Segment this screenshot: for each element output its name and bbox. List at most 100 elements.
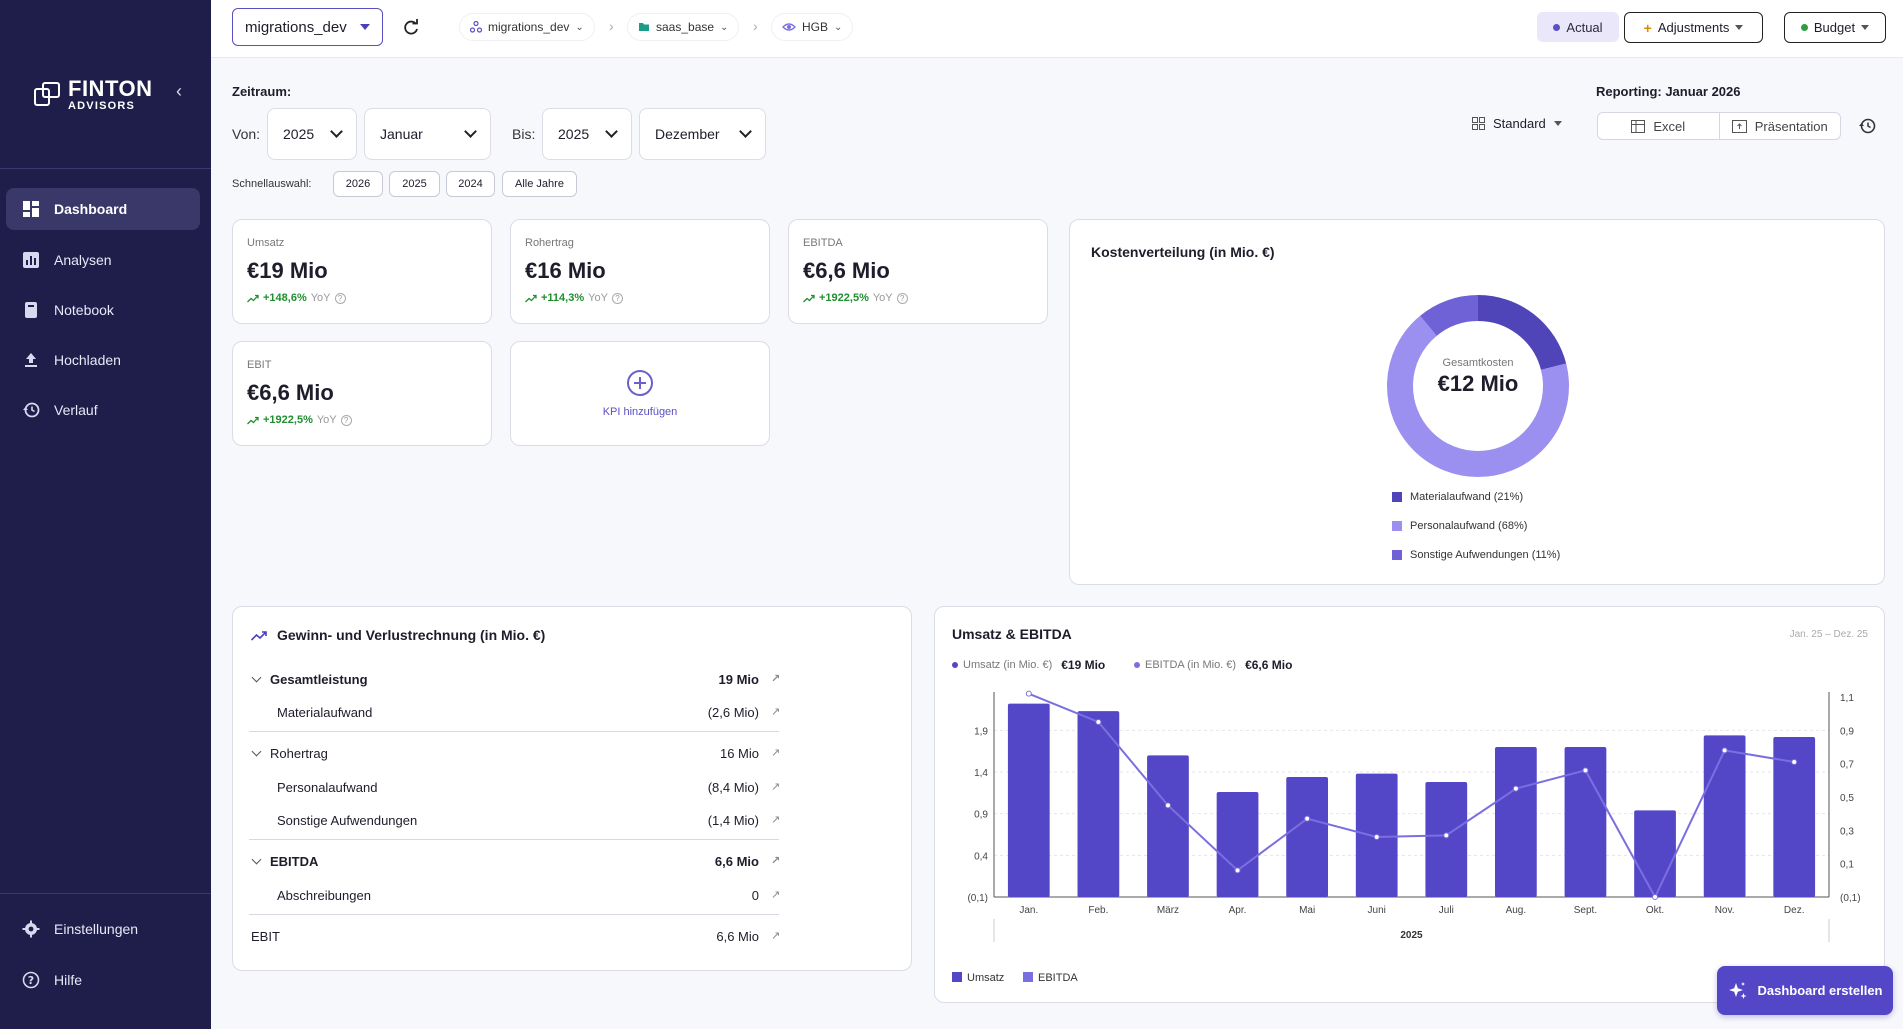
nav-item-hochladen[interactable]: Hochladen bbox=[6, 339, 200, 381]
guv-row-name: EBITDA bbox=[270, 853, 319, 869]
select-value: 2025 bbox=[283, 126, 315, 142]
legend-item: Materialaufwand (21%) bbox=[1392, 491, 1523, 503]
kpi-yoy-label: YoY bbox=[316, 414, 337, 426]
collapse-sidebar-icon[interactable]: ‹ bbox=[176, 81, 182, 101]
refresh-icon[interactable] bbox=[400, 17, 422, 39]
breadcrumb-label: migrations_dev bbox=[488, 20, 570, 34]
actual-toggle[interactable]: Actual bbox=[1537, 12, 1619, 42]
chevron-down-icon[interactable] bbox=[251, 854, 262, 865]
legend-label: Personalaufwand (68%) bbox=[1410, 520, 1528, 532]
trending-up-icon bbox=[251, 630, 267, 641]
quick-chip-2026[interactable]: 2026 bbox=[333, 171, 383, 197]
nav-item-notebook[interactable]: Notebook bbox=[6, 289, 200, 331]
workspace-select[interactable]: migrations_dev bbox=[232, 8, 383, 46]
export-presentation-button[interactable]: Präsentation bbox=[1720, 113, 1841, 139]
donut-chart bbox=[1387, 295, 1569, 477]
arrow-up-right-icon[interactable]: ↗ bbox=[771, 706, 781, 718]
guv-row-personalaufwand[interactable]: Personalaufwand (8,4 Mio) ↗ bbox=[251, 777, 781, 797]
nav-item-verlauf[interactable]: Verlauf bbox=[6, 389, 200, 431]
guv-row-ebitda[interactable]: EBITDA 6,6 Mio ↗ bbox=[251, 851, 781, 871]
quick-chip-2025[interactable]: 2025 bbox=[389, 171, 440, 197]
guv-row-name: Personalaufwand bbox=[277, 779, 378, 795]
chevron-down-icon[interactable] bbox=[251, 672, 262, 683]
point-ebitda bbox=[1164, 802, 1171, 809]
add-kpi-card[interactable]: KPI hinzufügen bbox=[510, 341, 770, 446]
point-ebitda bbox=[1025, 690, 1032, 697]
arrow-up-right-icon[interactable]: ↗ bbox=[771, 930, 781, 942]
logo-icon bbox=[34, 82, 62, 108]
nav-item-einstellungen[interactable]: Einstellungen bbox=[6, 908, 200, 950]
point-ebitda bbox=[1095, 719, 1102, 725]
guv-row-value: (1,4 Mio) bbox=[707, 812, 759, 828]
chevron-down-icon[interactable] bbox=[251, 746, 262, 757]
y-right-tick: 1,1 bbox=[1840, 693, 1854, 704]
arrow-up-right-icon[interactable]: ↗ bbox=[771, 889, 781, 901]
export-excel-button[interactable]: Excel bbox=[1598, 113, 1720, 139]
bis-month-select[interactable]: Dezember bbox=[639, 108, 766, 160]
arrow-up-right-icon[interactable]: ↗ bbox=[771, 673, 781, 685]
legend-label: Sonstige Aufwendungen (11%) bbox=[1410, 549, 1561, 561]
guv-row-gesamtleistung[interactable]: Gesamtleistung 19 Mio ↗ bbox=[251, 669, 781, 689]
nav-item-analysen[interactable]: Analysen bbox=[6, 239, 200, 281]
von-year-select[interactable]: 2025 bbox=[267, 108, 357, 160]
x-tick: März bbox=[1157, 905, 1179, 916]
card-title: Gewinn- und Verlustrechnung (in Mio. €) bbox=[251, 627, 545, 643]
divider bbox=[0, 168, 211, 169]
nav-item-hilfe[interactable]: ? Hilfe bbox=[6, 959, 200, 1001]
history-icon bbox=[23, 402, 40, 418]
table-icon bbox=[1631, 119, 1646, 133]
zeitraum-label: Zeitraum: bbox=[232, 84, 292, 99]
income-statement-card: Gewinn- und Verlustrechnung (in Mio. €) … bbox=[232, 606, 912, 971]
adjustments-button[interactable]: + Adjustments bbox=[1624, 12, 1763, 43]
chevron-down-icon bbox=[330, 125, 343, 138]
guv-row-rohertrag[interactable]: Rohertrag 16 Mio ↗ bbox=[251, 743, 781, 763]
divider bbox=[249, 731, 779, 732]
guv-row-materialaufwand[interactable]: Materialaufwand (2,6 Mio) ↗ bbox=[251, 702, 781, 722]
breadcrumb-database[interactable]: saas_base ⌄ bbox=[627, 13, 740, 41]
info-icon[interactable]: ? bbox=[896, 292, 908, 304]
bis-year-select[interactable]: 2025 bbox=[542, 108, 632, 160]
x-tick: Juli bbox=[1439, 905, 1454, 916]
history-icon[interactable] bbox=[1858, 117, 1876, 135]
kpi-card-rohertrag[interactable]: Rohertrag €16 Mio +114,3% YoY ? bbox=[510, 219, 770, 324]
arrow-up-right-icon[interactable]: ↗ bbox=[771, 855, 781, 867]
export-presentation-label: Präsentation bbox=[1754, 118, 1828, 134]
create-dashboard-button[interactable]: Dashboard erstellen bbox=[1717, 966, 1893, 1015]
guv-row-sonstige[interactable]: Sonstige Aufwendungen (1,4 Mio) ↗ bbox=[251, 810, 781, 830]
quick-chip-all[interactable]: Alle Jahre bbox=[502, 171, 577, 197]
point-ebitda bbox=[1443, 832, 1450, 839]
breadcrumb-view[interactable]: HGB ⌄ bbox=[771, 13, 854, 41]
info-icon[interactable]: ? bbox=[611, 292, 623, 304]
info-icon[interactable]: ? bbox=[334, 292, 346, 304]
series-dot bbox=[952, 662, 958, 668]
actual-label: Actual bbox=[1566, 19, 1603, 35]
arrow-up-right-icon[interactable]: ↗ bbox=[771, 747, 781, 759]
kpi-value: €6,6 Mio bbox=[803, 258, 890, 283]
kpi-card-ebitda[interactable]: EBITDA €6,6 Mio +1922,5% YoY ? bbox=[788, 219, 1048, 324]
nav-label: Notebook bbox=[54, 302, 114, 318]
kpi-card-ebit[interactable]: EBIT €6,6 Mio +1922,5% YoY ? bbox=[232, 341, 492, 446]
nav-item-dashboard[interactable]: Dashboard bbox=[6, 188, 200, 230]
sidebar: FINTON ADVISORS ‹ Dashboard Analysen Not… bbox=[0, 0, 211, 1029]
arrow-up-right-icon[interactable]: ↗ bbox=[771, 814, 781, 826]
point-ebitda bbox=[1373, 834, 1380, 840]
budget-button[interactable]: Budget bbox=[1784, 12, 1886, 43]
view-select[interactable]: Standard bbox=[1472, 116, 1562, 131]
info-icon[interactable]: ? bbox=[340, 414, 352, 426]
quick-chip-2024[interactable]: 2024 bbox=[446, 171, 495, 197]
y-left-tick: 1,9 bbox=[974, 726, 988, 737]
donut-slice bbox=[1387, 295, 1569, 477]
quick-select-label: Schnellauswahl: bbox=[232, 178, 312, 190]
x-axis-year-label: 2025 bbox=[1400, 930, 1423, 941]
breadcrumb-connection[interactable]: migrations_dev ⌄ bbox=[459, 13, 595, 41]
guv-row-abschreibungen[interactable]: Abschreibungen 0 ↗ bbox=[251, 885, 781, 905]
trending-up-icon bbox=[803, 294, 815, 302]
upload-icon bbox=[25, 353, 37, 367]
kpi-title: Umsatz bbox=[247, 237, 285, 249]
bar-umsatz bbox=[1495, 747, 1537, 897]
guv-row-ebit[interactable]: EBIT 6,6 Mio ↗ bbox=[251, 926, 781, 946]
kpi-card-umsatz[interactable]: Umsatz €19 Mio +148,6% YoY ? bbox=[232, 219, 492, 324]
von-month-select[interactable]: Januar bbox=[364, 108, 491, 160]
donut-center-value: €12 Mio bbox=[1437, 371, 1519, 396]
arrow-up-right-icon[interactable]: ↗ bbox=[771, 781, 781, 793]
